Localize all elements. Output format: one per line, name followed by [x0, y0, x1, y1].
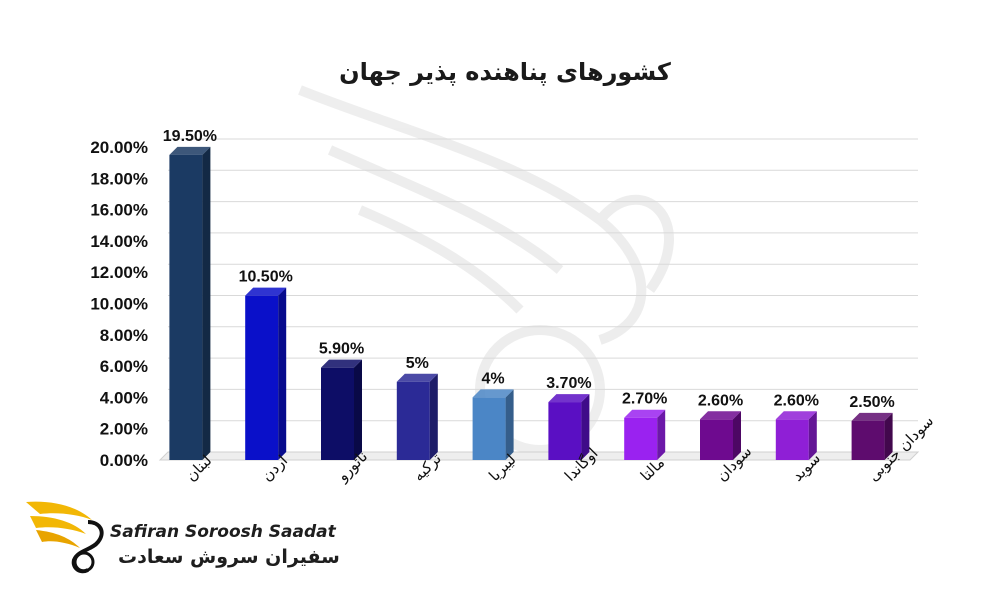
bar-front — [321, 367, 354, 460]
bar-side — [202, 146, 211, 460]
bar-side — [657, 409, 666, 460]
y-tick-label: 8.00% — [100, 326, 148, 345]
bar-front — [700, 419, 733, 460]
y-tick-label: 6.00% — [100, 357, 148, 376]
bar-front — [396, 381, 430, 460]
data-label: 19.50% — [163, 128, 217, 145]
bars — [169, 146, 893, 460]
bar-top — [169, 146, 211, 155]
bar-top — [624, 409, 666, 418]
bar — [624, 409, 666, 460]
company-logo: Safiran Soroosh Saadat سفیران سروش سعادت — [22, 492, 340, 582]
bar — [851, 412, 893, 460]
data-label: 2.60% — [774, 392, 819, 409]
bar — [700, 411, 741, 460]
y-tick-label: 12.00% — [90, 263, 148, 282]
data-label: 4% — [482, 370, 505, 387]
bar-side — [278, 287, 287, 460]
bar-side — [808, 411, 817, 460]
brand-name-english: Safiran Soroosh Saadat — [110, 522, 336, 542]
bar-top — [245, 287, 287, 296]
data-label: 2.50% — [849, 394, 894, 411]
data-labels: 19.50% 10.50% 5.90% 5% 4% 3.70% 2.70% 2.60% 2.60… — [163, 128, 895, 411]
bar-side — [505, 389, 514, 460]
bar-front — [472, 397, 506, 460]
bar — [321, 359, 362, 460]
data-label: 2.60% — [698, 392, 743, 409]
bar-front — [624, 417, 658, 460]
y-tick-label: 14.00% — [90, 232, 148, 251]
bar-top — [548, 394, 590, 403]
bar-top — [851, 412, 893, 421]
y-tick-label: 10.00% — [90, 295, 148, 314]
bar-side — [429, 373, 438, 460]
bar — [775, 411, 817, 460]
bar-side — [884, 412, 893, 460]
phoenix-logo-icon — [26, 501, 104, 574]
bar-front — [548, 402, 582, 460]
bar — [245, 287, 287, 460]
brand-name-persian: سفیران سروش سعادت — [118, 546, 340, 568]
chart-title: کشورهای پناهنده پذیر جهان — [339, 58, 671, 86]
bar — [472, 389, 514, 460]
y-tick-label: 16.00% — [90, 201, 148, 220]
bar-front — [169, 154, 203, 460]
bar — [396, 373, 438, 460]
bar-top — [775, 411, 817, 420]
bar-front — [245, 295, 279, 460]
data-label: 5% — [406, 355, 429, 372]
bar-front — [851, 420, 885, 460]
y-tick-label: 0.00% — [100, 451, 148, 470]
data-label: 10.50% — [239, 269, 293, 286]
y-tick-label: 4.00% — [100, 388, 148, 407]
data-label: 3.70% — [546, 375, 591, 392]
bar-front — [775, 419, 809, 460]
y-tick-label: 2.00% — [100, 420, 148, 439]
bar — [169, 146, 211, 460]
bar-side — [733, 411, 741, 460]
bar-top — [321, 359, 362, 368]
y-tick-label: 18.00% — [90, 169, 148, 188]
bar-top — [700, 411, 741, 420]
y-axis-ticks: 0.00% 2.00% 4.00% 6.00% 8.00% 10.00% 12.00% 14.… — [90, 138, 148, 470]
bar-side — [354, 359, 362, 460]
bar-side — [581, 394, 590, 460]
data-label: 2.70% — [622, 391, 667, 408]
bar — [548, 394, 590, 460]
y-tick-label: 20.00% — [90, 138, 148, 157]
bar-top — [472, 389, 514, 398]
bar-top — [396, 373, 438, 382]
data-label: 5.90% — [319, 341, 364, 358]
